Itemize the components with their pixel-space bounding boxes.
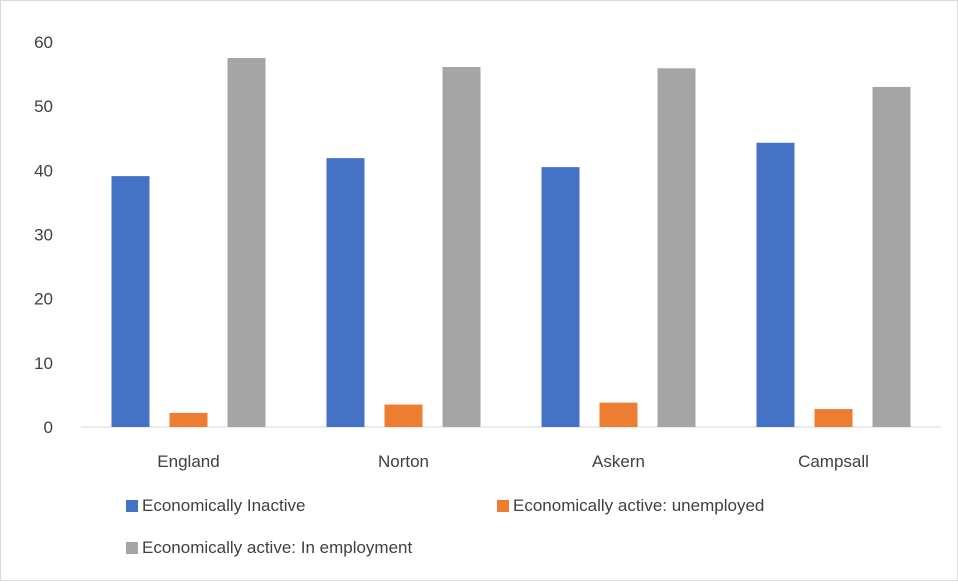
legend-swatch <box>126 500 138 512</box>
legend-swatch <box>497 500 509 512</box>
bar <box>442 67 481 428</box>
bar <box>111 176 150 427</box>
bar <box>872 86 911 428</box>
bar <box>169 412 208 427</box>
x-tick-label: Campsall <box>798 452 869 471</box>
y-tick-label: 30 <box>34 226 53 245</box>
x-tick-label: England <box>157 452 219 471</box>
bar <box>384 404 423 427</box>
x-tick-label: Askern <box>592 452 645 471</box>
bar <box>756 142 795 427</box>
bar <box>541 167 580 427</box>
legend-label: Economically active: In employment <box>142 538 413 557</box>
bar <box>657 68 696 427</box>
y-axis: 0 10 20 30 40 50 60 <box>34 33 53 437</box>
bar <box>227 58 266 428</box>
y-tick-label: 50 <box>34 97 53 116</box>
y-tick-label: 60 <box>34 33 53 52</box>
y-tick-label: 20 <box>34 290 53 309</box>
legend-swatch <box>126 542 138 554</box>
x-tick-label: Norton <box>378 452 429 471</box>
x-axis: England Norton Askern Campsall <box>157 452 869 471</box>
bar <box>599 402 638 427</box>
legend-label: Economically active: unemployed <box>513 496 764 515</box>
legend: Economically Inactive Economically active… <box>126 496 764 557</box>
bar <box>326 158 365 427</box>
bar <box>814 409 853 427</box>
y-tick-label: 10 <box>34 354 53 373</box>
bars <box>111 58 911 428</box>
y-tick-label: 0 <box>44 418 53 437</box>
y-tick-label: 40 <box>34 161 53 180</box>
legend-label: Economically Inactive <box>142 496 305 515</box>
